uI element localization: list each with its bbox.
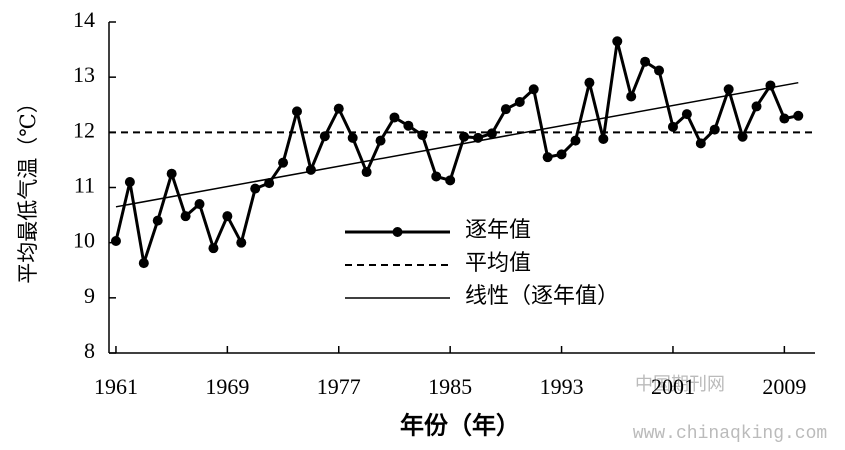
data-point <box>291 106 302 117</box>
data-point <box>459 131 470 142</box>
legend-label: 平均值 <box>465 250 531 275</box>
x-tick-label: 2001 <box>651 374 695 399</box>
data-point <box>166 168 177 179</box>
x-tick-label: 1977 <box>317 374 361 399</box>
data-point <box>709 124 720 135</box>
data-point <box>528 84 539 95</box>
data-point <box>640 56 651 67</box>
data-point <box>361 167 372 178</box>
data-point <box>194 199 205 210</box>
data-point <box>264 178 275 189</box>
data-point <box>681 109 692 120</box>
data-point <box>333 103 344 114</box>
data-point <box>138 258 149 269</box>
x-tick-label: 1985 <box>428 374 472 399</box>
data-point <box>626 91 637 102</box>
data-point <box>389 112 400 123</box>
data-point <box>222 211 233 222</box>
data-line <box>114 40 799 264</box>
y-tick-label: 12 <box>73 117 95 142</box>
data-point <box>208 243 219 254</box>
y-tick-label: 13 <box>73 62 95 87</box>
data-point <box>500 104 511 115</box>
data-point <box>431 171 442 182</box>
legend-marker <box>392 227 403 237</box>
data-point <box>445 175 456 186</box>
data-point <box>737 131 748 142</box>
data-point <box>375 135 386 146</box>
y-axis-label: 平均最低气温（℃） <box>16 92 40 284</box>
data-point <box>598 133 609 144</box>
y-tick-label: 8 <box>84 338 95 363</box>
data-point <box>542 152 553 163</box>
data-point <box>417 130 428 141</box>
x-tick-label: 1961 <box>94 374 138 399</box>
data-point <box>654 65 665 76</box>
data-point <box>779 113 790 124</box>
data-point <box>473 132 484 143</box>
data-point <box>612 36 623 47</box>
x-tick-label: 1993 <box>540 374 584 399</box>
y-tick-label: 14 <box>73 7 95 32</box>
legend-label: 线性（逐年值） <box>465 283 619 308</box>
data-point <box>570 135 581 146</box>
data-point <box>403 120 414 131</box>
data-point <box>124 176 135 187</box>
data-point <box>723 84 734 95</box>
data-point <box>765 80 776 91</box>
data-point <box>556 149 567 160</box>
data-point <box>695 138 706 149</box>
x-tick-label: 2009 <box>762 374 806 399</box>
watermark: www.chinaqking.com <box>633 424 827 444</box>
data-point <box>278 157 289 168</box>
data-point <box>110 236 121 247</box>
data-point <box>236 237 247 248</box>
data-point <box>667 121 678 132</box>
data-point <box>305 164 316 175</box>
data-point <box>584 77 595 88</box>
data-point <box>751 101 762 112</box>
data-point <box>514 96 525 107</box>
trend-line <box>115 81 799 208</box>
data-point <box>793 110 804 121</box>
data-point <box>250 183 261 194</box>
data-point <box>347 132 358 143</box>
y-tick-label: 11 <box>74 173 95 198</box>
data-point <box>152 215 163 226</box>
legend-label: 逐年值 <box>465 217 531 242</box>
y-tick-label: 10 <box>73 228 95 253</box>
x-axis-label: 年份（年） <box>400 412 520 440</box>
y-tick-label: 9 <box>84 283 95 308</box>
data-point <box>486 128 497 139</box>
watermark: 中国期刊网 <box>635 374 725 394</box>
x-tick-label: 1969 <box>205 374 249 399</box>
data-point <box>180 211 191 222</box>
data-point <box>319 131 330 142</box>
